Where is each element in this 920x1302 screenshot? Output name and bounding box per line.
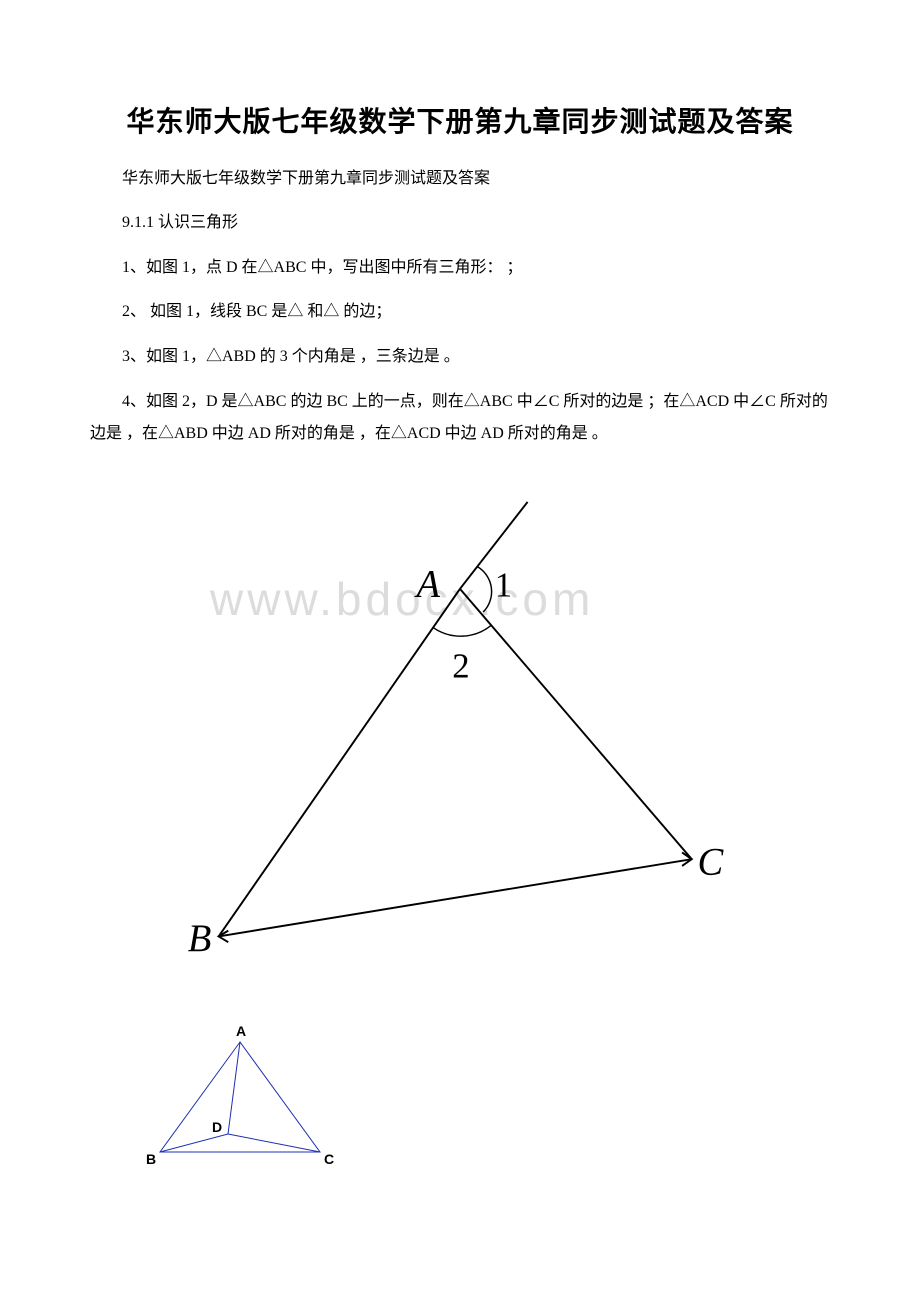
triangle-abc [160,1042,320,1152]
subtitle-line: 华东师大版七年级数学下册第九章同步测试题及答案 [90,164,830,194]
edge-cd [228,1134,320,1152]
question-1: 1、如图 1，点 D 在△ABC 中，写出图中所有三角形： ； [90,253,830,283]
edge-ac [460,589,692,859]
edge-bd [160,1134,228,1152]
figure-1-svg: A B C 1 2 [180,464,740,984]
label-a: A [414,564,441,606]
page-title: 华东师大版七年级数学下册第九章同步测试题及答案 [90,100,830,140]
question-2: 2、 如图 1，线段 BC 是△ 和△ 的边； [90,297,830,327]
label-angle-1: 1 [495,566,512,605]
figure-2-container: A B C D [140,1024,830,1174]
angle-2-arc [433,625,491,636]
figure-2-svg: A B C D [140,1024,340,1169]
label-b: B [188,918,212,960]
label2-d: D [212,1119,222,1135]
angle-1-arc [477,567,491,612]
edge-bc [219,859,692,936]
label2-c: C [324,1151,334,1167]
figure-1-container: A B C 1 2 [90,464,830,984]
label2-a: A [236,1024,246,1039]
edge-ab [219,589,460,937]
question-4: 4、如图 2，D 是△ABC 的边 BC 上的一点，则在△ABC 中∠C 所对的… [90,386,830,450]
label-angle-2: 2 [452,647,469,686]
section-heading: 9.1.1 认识三角形 [90,208,830,238]
question-3: 3、如图 1，△ABD 的 3 个内角是 ，三条边是 。 [90,342,830,372]
label2-b: B [146,1151,156,1167]
label-c: C [698,842,725,884]
